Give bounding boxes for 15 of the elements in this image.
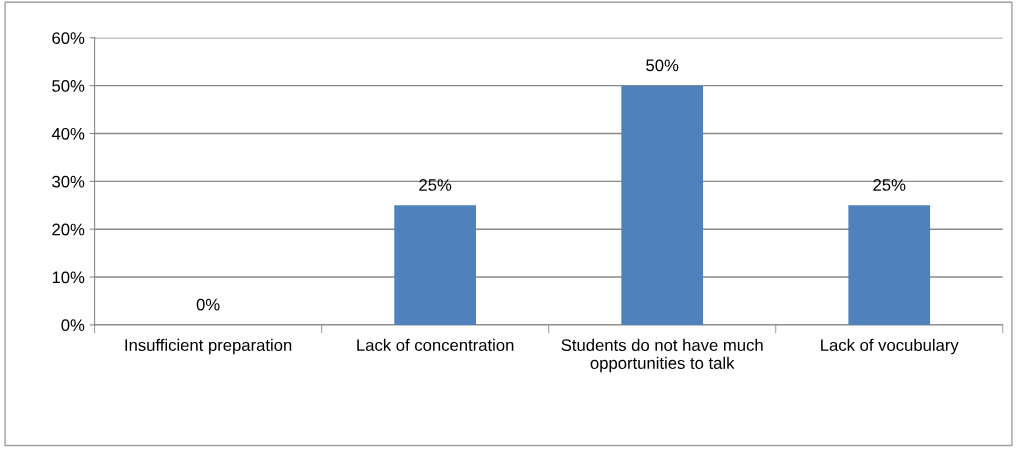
y-tick-label: 10% [52, 271, 85, 284]
data-label: 0% [196, 298, 220, 311]
y-tick-label: 50% [52, 80, 85, 92]
data-label: 25% [419, 179, 452, 191]
y-tick-label: 30% [52, 175, 85, 188]
x-tick-label: Lack of vocubulary [821, 338, 959, 355]
data-label: 50% [646, 59, 679, 72]
data-label: 25% [873, 179, 906, 191]
x-tick-label: Students do not have much opportunities to talk [561, 338, 763, 373]
x-tick-label: Insufficient preparation [125, 338, 292, 355]
y-tick-label: 20% [52, 223, 85, 236]
y-tick-label: 0% [61, 319, 85, 332]
x-tick-label: Lack of concentration [357, 338, 514, 352]
y-tick-label: 60% [52, 32, 85, 44]
y-tick-label: 40% [51, 127, 85, 140]
